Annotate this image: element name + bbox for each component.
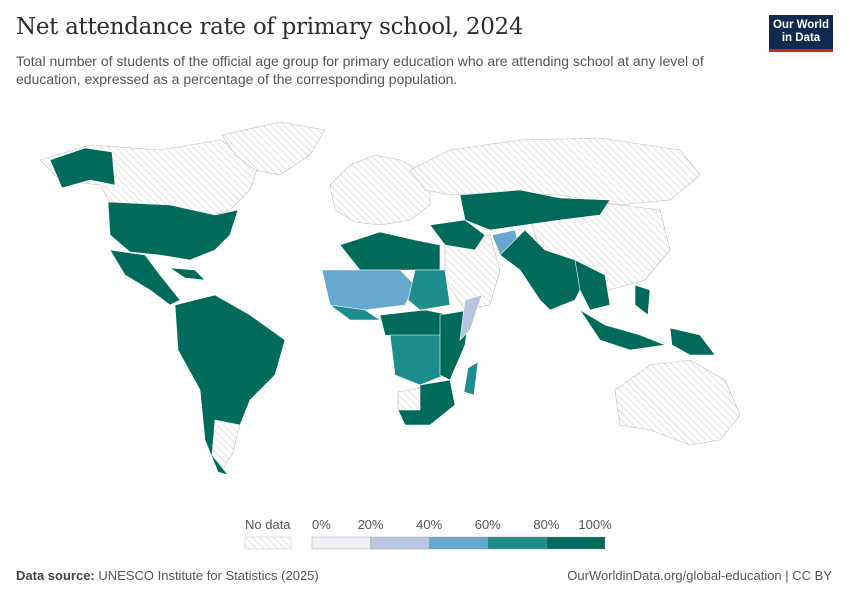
region-alaska[interactable] (49, 147, 116, 189)
region-south-america[interactable] (174, 294, 286, 476)
owid-logo[interactable]: Our World in Data (769, 15, 833, 52)
region-indonesia[interactable] (579, 309, 667, 351)
legend-tick: 80% (533, 517, 560, 532)
chart-subtitle: Total number of students of the official… (16, 53, 704, 87)
region-southern-africa-green[interactable] (397, 379, 456, 426)
legend-bin[interactable] (429, 536, 489, 550)
legend-bin[interactable] (370, 536, 430, 550)
region-west-africa-coast[interactable] (329, 304, 381, 321)
region-mexico-central-america[interactable] (109, 249, 181, 306)
region-southeast-asia[interactable] (574, 259, 611, 311)
region-philippines[interactable] (634, 284, 651, 316)
legend-bin[interactable] (311, 536, 371, 550)
world-map[interactable] (0, 110, 850, 510)
legend-tick: 20% (357, 517, 384, 532)
legend-tick: 40% (416, 517, 443, 532)
region-papua-new-guinea[interactable] (669, 327, 716, 356)
region-caribbean[interactable] (168, 267, 206, 281)
region-north-africa[interactable] (339, 231, 441, 271)
region-turkey-iran[interactable] (429, 219, 486, 251)
legend-tick: 100% (578, 517, 612, 532)
region-somalia[interactable] (459, 294, 483, 341)
no-data-regions (39, 121, 741, 471)
region-europe[interactable] (329, 154, 431, 226)
legend-bin[interactable] (546, 536, 606, 550)
source-link[interactable]: OurWorldinData.org/global-education | CC… (567, 568, 832, 583)
legend (244, 536, 606, 550)
data-regions (49, 147, 716, 476)
region-greenland[interactable] (221, 121, 326, 176)
region-madagascar[interactable] (463, 361, 479, 396)
legend-no-data-label: No data (245, 517, 291, 532)
region-russia[interactable] (409, 137, 701, 206)
region-west-sahel[interactable] (321, 269, 416, 311)
data-source: Data source: UNESCO Institute for Statis… (16, 568, 319, 583)
region-congo[interactable] (389, 334, 446, 386)
legend-no-data-swatch (244, 536, 292, 550)
chart-title: Net attendance rate of primary school, 2… (16, 14, 524, 40)
legend-tick: 0% (312, 517, 331, 532)
region-central-asia[interactable] (459, 189, 611, 231)
region-central-africa[interactable] (379, 309, 451, 339)
legend-bin[interactable] (487, 536, 547, 550)
region-australia[interactable] (614, 359, 741, 446)
legend-tick: 60% (474, 517, 501, 532)
region-usa[interactable] (107, 201, 239, 261)
region-sudan-chad[interactable] (407, 269, 451, 311)
